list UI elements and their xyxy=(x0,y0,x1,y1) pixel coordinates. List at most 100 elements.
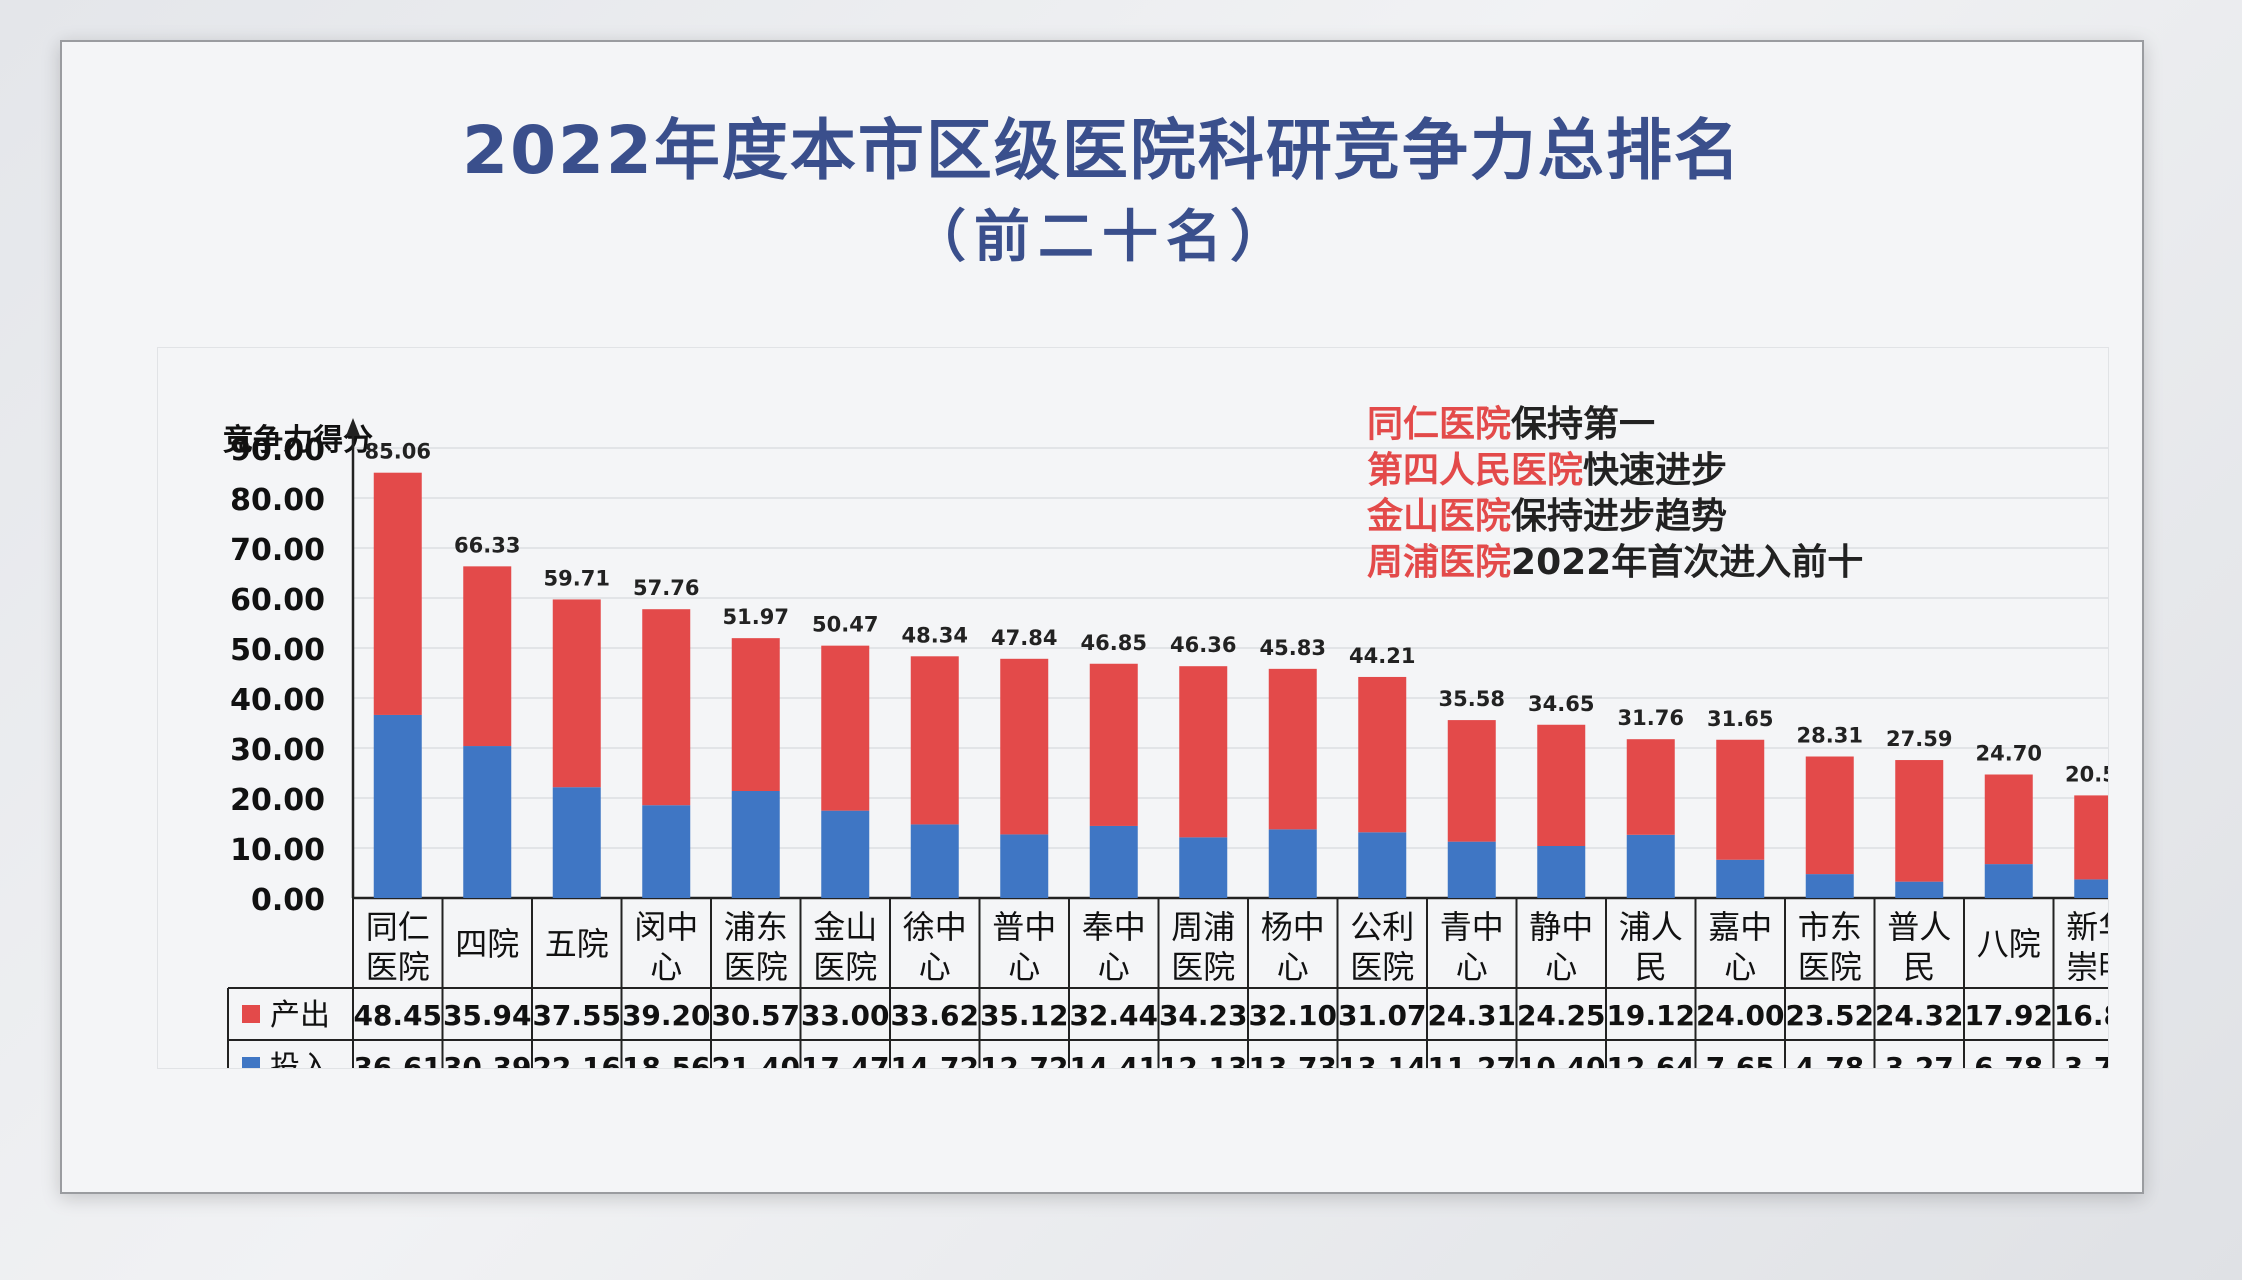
total-label: 47.84 xyxy=(991,626,1057,650)
y-tick-label: 30.00 xyxy=(230,733,325,768)
y-tick-label: 70.00 xyxy=(230,533,325,568)
table-value: 12.13 xyxy=(1159,1051,1248,1068)
bar-input xyxy=(1358,832,1407,898)
bar-output xyxy=(731,638,780,791)
table-value: 30.39 xyxy=(443,1051,532,1068)
x-tick-label: 心 xyxy=(919,948,951,986)
x-tick-label: 心 xyxy=(1008,948,1040,986)
table-value: 37.55 xyxy=(532,999,621,1032)
bar-output xyxy=(2074,795,2108,880)
bar-output xyxy=(552,599,601,788)
y-axis-arrow xyxy=(346,418,360,436)
x-tick-label: 浦东 xyxy=(724,908,788,946)
x-tick-label: 五院 xyxy=(545,925,609,963)
bar-output xyxy=(910,656,959,825)
total-label: 48.34 xyxy=(902,623,968,647)
table-value: 24.31 xyxy=(1427,999,1516,1032)
y-tick-label: 10.00 xyxy=(230,833,325,868)
annotation-text: 保持进步趋势 xyxy=(1511,496,1728,537)
bar-input xyxy=(642,805,691,898)
table-value: 17.92 xyxy=(1964,999,2053,1032)
total-label: 20.52 xyxy=(2065,762,2108,786)
total-label: 28.31 xyxy=(1797,724,1863,748)
chart-svg: 0.00 10.00 20.00 30.00 40.00 50.00 60.00 70.00 8… xyxy=(223,418,2108,1068)
table-value: 24.32 xyxy=(1875,999,1964,1032)
table-value: 33.62 xyxy=(890,999,979,1032)
table-value: 12.72 xyxy=(980,1051,1069,1068)
x-tick-label: 心 xyxy=(1277,948,1309,986)
total-label: 51.97 xyxy=(723,605,789,629)
total-label: 46.85 xyxy=(1081,631,1147,655)
x-tick-label: 杨中 xyxy=(1261,908,1325,946)
table-value: 34.23 xyxy=(1159,999,1248,1032)
bar-output xyxy=(373,472,422,715)
bar-output xyxy=(463,566,512,747)
y-tick-label: 90.00 xyxy=(230,433,325,468)
x-tick-label: 闵中 xyxy=(634,908,698,946)
table-value: 48.45 xyxy=(353,999,442,1032)
total-label: 31.65 xyxy=(1707,707,1773,731)
table-value: 35.12 xyxy=(980,999,1069,1032)
annotation-text: 2022年首次进入前十 xyxy=(1511,542,1864,583)
table-value: 35.94 xyxy=(443,999,532,1032)
table-value: 16.80 xyxy=(2054,999,2108,1032)
bar-output xyxy=(1626,739,1675,835)
annotations: 同仁医院保持第一 第四人民医院快速进步 金山医院保持进步趋势 周浦医院2022年… xyxy=(1367,402,1863,586)
bar-output xyxy=(1537,724,1586,846)
bar-output xyxy=(1179,666,1228,838)
x-tick-label: 奉中 xyxy=(1082,908,1146,946)
bar-input xyxy=(373,714,422,898)
y-tick-label: 0.00 xyxy=(251,883,325,918)
table-value: 7.65 xyxy=(1706,1051,1775,1068)
x-tick-label: 八院 xyxy=(1977,925,2041,963)
annotation-highlight: 第四人民医院 xyxy=(1367,450,1584,491)
bar-input xyxy=(552,787,601,898)
bar-output xyxy=(1895,760,1944,882)
annotation-text: 快速进步 xyxy=(1583,450,1728,491)
table-value: 14.41 xyxy=(1069,1051,1158,1068)
annotation-highlight: 周浦医院 xyxy=(1367,542,1512,583)
table-value: 13.14 xyxy=(1338,1051,1427,1068)
x-tick-label: 金山 xyxy=(813,908,877,946)
x-tick-label: 新华 xyxy=(2066,908,2108,946)
x-tick-label: 民 xyxy=(1903,948,1935,986)
chart-area: 0.00 10.00 20.00 30.00 40.00 50.00 60.00 70.00 8… xyxy=(157,347,2109,1069)
x-tick-label: 医院 xyxy=(813,948,877,986)
table-value: 4.78 xyxy=(1795,1051,1864,1068)
table-value: 10.40 xyxy=(1517,1051,1606,1068)
x-tick-label: 静中 xyxy=(1529,908,1593,946)
bar-input xyxy=(1537,846,1586,898)
bar-input xyxy=(1716,859,1765,898)
table-value: 31.07 xyxy=(1338,999,1427,1032)
y-axis-label: 竞争力得分 xyxy=(223,423,373,458)
x-tick-label: 医院 xyxy=(1350,948,1414,986)
table-value: 6.78 xyxy=(1974,1051,2043,1068)
x-tick-label: 崇明 xyxy=(2066,948,2108,986)
bar-input xyxy=(463,746,512,898)
table-value: 22.16 xyxy=(532,1051,621,1068)
legend-swatch xyxy=(242,1005,260,1023)
bar-output xyxy=(1268,668,1317,830)
bar-input xyxy=(1447,841,1496,898)
table-value: 32.10 xyxy=(1248,999,1337,1032)
table-value: 19.12 xyxy=(1606,999,1695,1032)
bar-output xyxy=(1805,756,1854,875)
annotation-3: 金山医院保持进步趋势 xyxy=(1367,494,1863,540)
x-tick-label: 市东 xyxy=(1798,908,1862,946)
total-label: 46.36 xyxy=(1170,633,1236,657)
table-value: 36.61 xyxy=(353,1051,442,1068)
x-tick-label: 公利 xyxy=(1350,908,1414,946)
x-tick-label: 徐中 xyxy=(903,908,967,946)
total-label: 35.58 xyxy=(1439,687,1505,711)
table-value: 11.27 xyxy=(1427,1051,1516,1068)
annotation-highlight: 同仁医院 xyxy=(1367,404,1512,445)
chart-title: 2022年度本市区级医院科研竞争力总排名 xyxy=(462,112,1742,189)
x-tick-label: 心 xyxy=(1724,948,1756,986)
x-tick-label: 心 xyxy=(1545,948,1577,986)
table-value: 13.73 xyxy=(1248,1051,1337,1068)
x-tick-label: 医院 xyxy=(1798,948,1862,986)
bar-output xyxy=(1447,720,1496,842)
total-label: 59.71 xyxy=(544,566,610,590)
bar-output xyxy=(1716,739,1765,860)
bar-output xyxy=(642,609,691,806)
